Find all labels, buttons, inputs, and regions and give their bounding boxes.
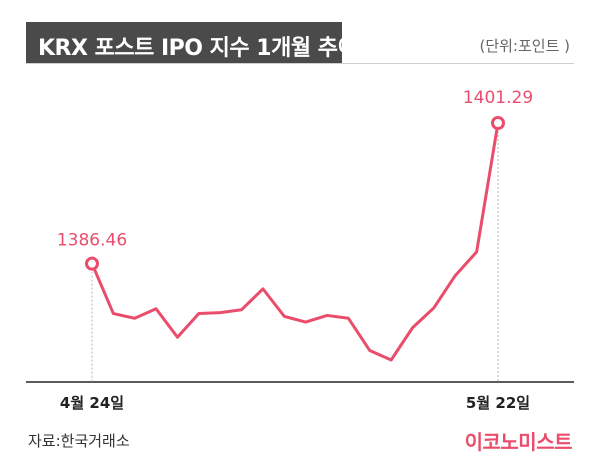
- x-tick-label: 4월 24일: [60, 394, 124, 412]
- title-bar: [26, 22, 342, 64]
- first-data-point: [85, 256, 99, 271]
- series-line: [90, 121, 500, 362]
- last-data-point: [491, 116, 505, 130]
- chart-title: KRX 포스트 IPO 지수 1개월 추이: [38, 36, 358, 61]
- x-tick-label: 5월 22일: [466, 394, 530, 412]
- unit-label: (단위:포인트 ): [479, 37, 570, 55]
- first-value-label: 1386.46: [57, 231, 127, 251]
- publisher-logo: 이코노미스트: [464, 430, 573, 454]
- title-divider: [26, 63, 574, 64]
- last-value-label: 1401.29: [463, 88, 533, 108]
- source-note: 자료:한국거래소: [28, 432, 130, 450]
